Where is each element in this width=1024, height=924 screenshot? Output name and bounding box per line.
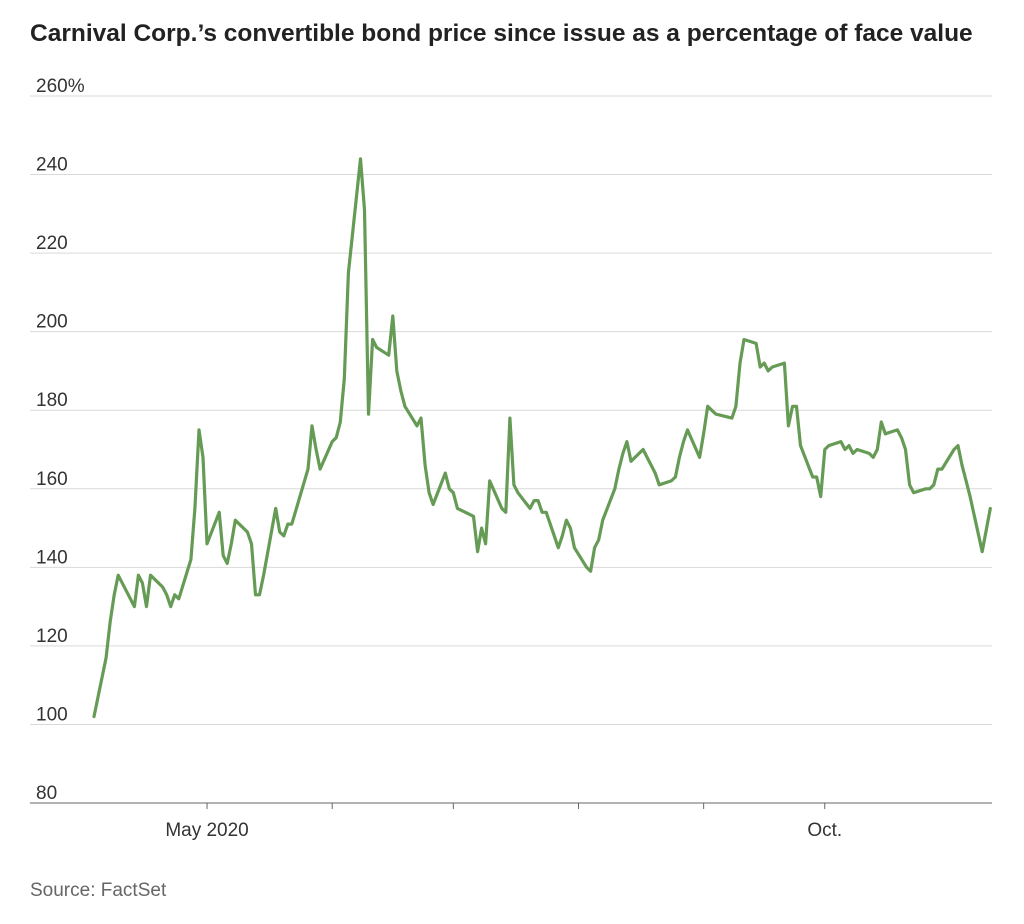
y-tick-label: 140 (36, 547, 68, 568)
x-tick-label: Oct. (807, 820, 842, 841)
y-tick-label: 240 (36, 155, 68, 176)
y-tick-label: 260% (36, 76, 85, 97)
y-tick-label: 200 (36, 312, 68, 333)
bond-price-line (92, 157, 992, 719)
y-tick-label: 100 (36, 704, 68, 725)
grid-layer: 80 100 120 140 160 180 200 220 240 260% (30, 76, 992, 804)
y-tick-label: 80 (36, 783, 57, 804)
y-tick-label: 220 (36, 233, 68, 254)
y-tick-label: 120 (36, 626, 68, 647)
y-tick-label: 160 (36, 469, 68, 490)
y-tick-label: 180 (36, 390, 68, 411)
x-axis: May 2020 Oct. (30, 802, 992, 841)
x-tick-label: May 2020 (165, 820, 248, 841)
series-layer (92, 157, 992, 719)
chart-title: Carnival Corp.’s convertible bond price … (30, 20, 973, 47)
source-note: Source: FactSet (30, 880, 167, 901)
